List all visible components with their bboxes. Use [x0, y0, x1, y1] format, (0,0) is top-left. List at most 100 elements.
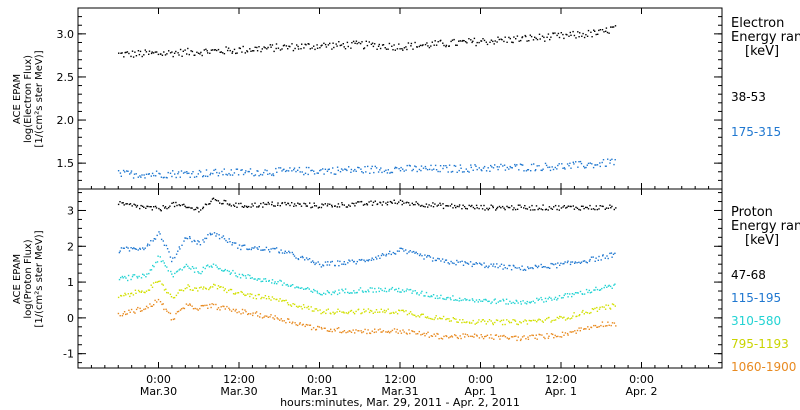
- data-point: [210, 286, 212, 288]
- data-point: [385, 255, 387, 257]
- data-point: [553, 263, 555, 266]
- data-point: [495, 302, 497, 305]
- data-point: [139, 310, 142, 312]
- data-point: [403, 170, 405, 172]
- data-point: [211, 266, 213, 268]
- data-point: [201, 54, 203, 57]
- data-point: [238, 202, 240, 205]
- data-point: [190, 50, 192, 52]
- data-point: [402, 168, 404, 170]
- data-point: [220, 286, 222, 288]
- data-point: [483, 298, 485, 301]
- data-point: [380, 308, 382, 310]
- data-point: [154, 238, 157, 240]
- data-point: [483, 262, 485, 264]
- data-point: [177, 173, 179, 175]
- data-point: [232, 293, 235, 295]
- data-point: [140, 176, 142, 178]
- data-point: [264, 169, 266, 171]
- data-point: [251, 277, 253, 279]
- data-point: [281, 170, 283, 172]
- data-point: [313, 261, 315, 264]
- data-point: [550, 262, 552, 265]
- data-point: [266, 315, 268, 317]
- series-38-53: [118, 25, 617, 58]
- data-point: [200, 171, 202, 173]
- data-point: [551, 166, 553, 168]
- data-point: [133, 173, 136, 175]
- data-point: [263, 171, 265, 174]
- data-point: [157, 255, 159, 257]
- data-point: [589, 258, 591, 261]
- data-point: [436, 295, 438, 297]
- data-point: [371, 204, 374, 206]
- data-point: [567, 260, 569, 262]
- data-point: [435, 315, 437, 317]
- data-point: [450, 335, 453, 337]
- data-point: [402, 49, 404, 51]
- data-point: [586, 262, 588, 264]
- data-point: [171, 260, 173, 263]
- data-point: [580, 261, 583, 263]
- data-point: [151, 51, 153, 53]
- data-point: [386, 204, 389, 206]
- data-point: [343, 261, 345, 263]
- data-point: [528, 40, 530, 42]
- data-point: [283, 252, 286, 254]
- data-point: [418, 168, 421, 171]
- data-point: [169, 205, 171, 207]
- data-point: [339, 260, 341, 263]
- data-point: [431, 335, 434, 337]
- data-point: [411, 251, 413, 253]
- data-point: [249, 168, 252, 170]
- data-layer: [117, 25, 617, 342]
- data-point: [396, 167, 398, 169]
- data-point: [491, 301, 493, 303]
- data-point: [534, 264, 537, 267]
- data-point: [374, 287, 376, 290]
- data-point: [274, 248, 276, 250]
- data-point: [244, 294, 246, 297]
- data-point: [172, 55, 174, 58]
- data-point: [328, 330, 330, 332]
- data-point: [391, 171, 394, 174]
- data-point: [508, 320, 510, 322]
- data-point: [457, 337, 459, 340]
- data-point: [416, 170, 418, 173]
- data-point: [177, 292, 179, 294]
- data-point: [139, 175, 141, 177]
- data-point: [415, 315, 417, 318]
- data-point: [152, 240, 154, 242]
- data-point: [412, 290, 414, 292]
- data-point: [394, 202, 396, 204]
- data-point: [484, 209, 486, 211]
- data-point: [368, 201, 370, 203]
- data-point: [604, 257, 606, 259]
- data-point: [259, 173, 262, 176]
- data-point: [146, 245, 149, 247]
- data-point: [347, 262, 349, 264]
- data-point: [349, 205, 351, 207]
- data-point: [475, 165, 477, 167]
- data-point: [298, 166, 301, 169]
- data-point: [227, 47, 230, 49]
- data-point: [503, 300, 505, 302]
- data-point: [238, 244, 241, 246]
- data-point: [271, 296, 274, 298]
- data-point: [123, 294, 125, 297]
- data-point: [191, 50, 194, 53]
- data-point: [190, 268, 192, 270]
- data-point: [391, 329, 394, 332]
- data-point: [331, 48, 333, 50]
- data-point: [598, 289, 601, 291]
- data-point: [604, 308, 607, 310]
- data-point: [432, 206, 435, 208]
- data-point: [594, 289, 596, 291]
- data-point: [314, 205, 316, 207]
- x-tick-label-date: Mar.31: [301, 385, 338, 398]
- data-point: [433, 318, 435, 321]
- data-point: [377, 329, 380, 331]
- data-point: [134, 248, 136, 250]
- data-point: [440, 204, 442, 206]
- data-point: [295, 286, 298, 288]
